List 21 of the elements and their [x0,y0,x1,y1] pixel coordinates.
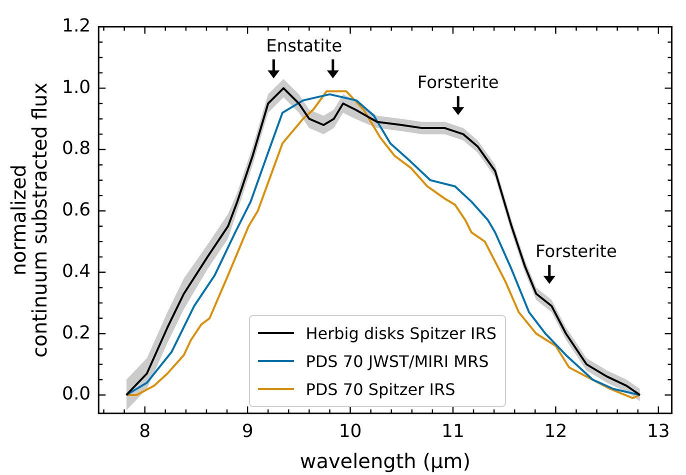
y-tick-label: 0.2 [62,322,91,344]
x-tick-label: 12 [544,420,568,442]
y-axis-title: normalized continuum substracted flux [6,82,52,358]
legend-label: PDS 70 Spitzer IRS [306,380,456,399]
annotation: Enstatite [266,36,342,56]
x-tick-label: 9 [242,420,254,442]
x-tick-label: 8 [139,420,151,442]
y-tick-label: 0.8 [62,138,91,160]
annotation: Forsterite [536,242,617,262]
y-tick-label: 1.0 [62,76,91,98]
y-tick-label: 0.4 [62,260,91,282]
legend-label: PDS 70 JWST/MIRI MRS [306,352,489,371]
annotation: Forsterite [417,73,499,94]
y-tick-label: 0.6 [62,200,91,221]
y-tick-label: 1.2 [62,15,91,36]
x-axis-title: wavelength (μm) [300,449,471,474]
x-tick-label: 13 [646,420,670,442]
x-tick-label: 11 [442,420,464,442]
x-tick-label: 10 [338,420,362,442]
y-tick-label: 0.0 [62,384,91,405]
legend-label: Herbig disks Spitzer IRS [306,324,497,343]
